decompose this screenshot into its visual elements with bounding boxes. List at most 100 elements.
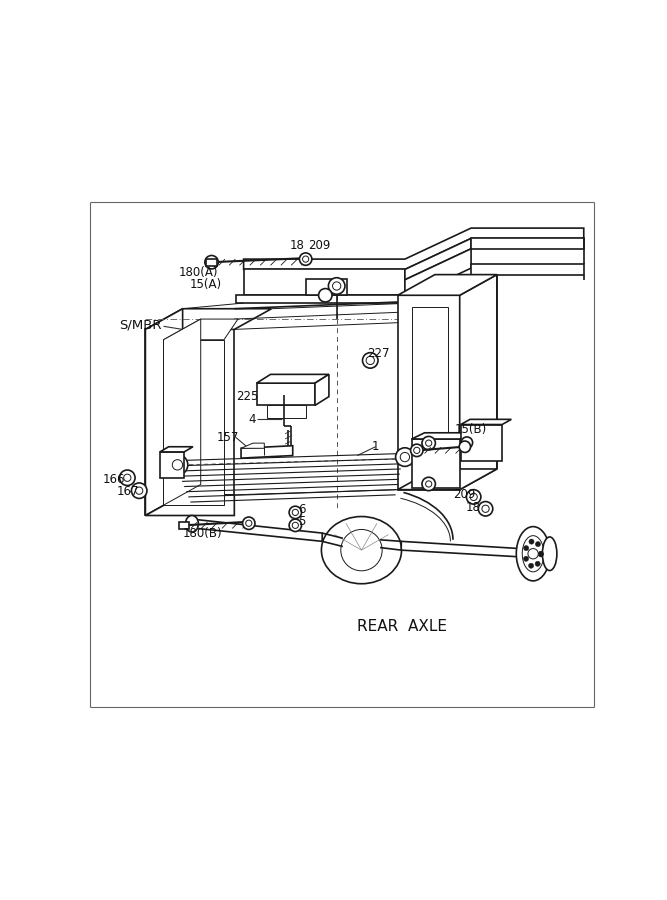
Polygon shape [405, 248, 471, 306]
Circle shape [366, 356, 374, 365]
Polygon shape [305, 279, 347, 295]
Polygon shape [412, 433, 473, 439]
Circle shape [462, 436, 473, 448]
Text: 1: 1 [372, 440, 380, 454]
Polygon shape [398, 469, 497, 490]
Text: 166: 166 [103, 472, 125, 486]
Polygon shape [243, 269, 405, 295]
Polygon shape [398, 295, 460, 490]
Circle shape [426, 440, 432, 446]
Circle shape [123, 474, 131, 482]
Ellipse shape [542, 537, 557, 571]
Circle shape [292, 522, 298, 528]
Polygon shape [145, 309, 183, 516]
Polygon shape [267, 405, 305, 418]
Circle shape [478, 501, 493, 516]
Text: 167: 167 [117, 485, 139, 499]
Polygon shape [398, 274, 497, 295]
Polygon shape [160, 452, 184, 478]
Text: 5: 5 [298, 515, 305, 528]
Text: 6: 6 [298, 503, 305, 517]
Circle shape [538, 551, 544, 556]
Text: 15(B): 15(B) [454, 423, 487, 436]
Circle shape [363, 353, 378, 368]
Text: 209: 209 [453, 488, 476, 500]
Circle shape [528, 563, 534, 568]
Polygon shape [461, 425, 502, 461]
Polygon shape [163, 339, 224, 505]
Circle shape [414, 447, 420, 454]
Polygon shape [145, 495, 234, 516]
Text: 180(A): 180(A) [179, 266, 219, 279]
Text: 157: 157 [217, 431, 239, 444]
Circle shape [535, 562, 540, 566]
Text: 15(A): 15(A) [189, 278, 221, 292]
Polygon shape [471, 265, 584, 274]
Ellipse shape [516, 526, 550, 580]
Polygon shape [461, 419, 512, 425]
Circle shape [299, 253, 312, 266]
Polygon shape [257, 383, 315, 405]
Polygon shape [163, 320, 238, 339]
Circle shape [205, 256, 218, 269]
Ellipse shape [185, 516, 198, 532]
Polygon shape [236, 295, 413, 303]
Polygon shape [192, 519, 322, 541]
Polygon shape [315, 374, 329, 405]
Ellipse shape [321, 517, 402, 584]
Text: S/MBR: S/MBR [119, 319, 162, 332]
Text: REAR  AXLE: REAR AXLE [358, 618, 448, 634]
Circle shape [135, 487, 143, 494]
Circle shape [536, 542, 540, 546]
Circle shape [529, 539, 534, 544]
Circle shape [289, 506, 301, 518]
Ellipse shape [341, 529, 382, 571]
Polygon shape [241, 443, 264, 448]
Polygon shape [471, 238, 584, 248]
Polygon shape [405, 238, 471, 280]
Polygon shape [163, 320, 201, 505]
Circle shape [426, 481, 432, 487]
Polygon shape [412, 307, 448, 478]
Polygon shape [206, 258, 217, 265]
Circle shape [131, 483, 147, 499]
Polygon shape [243, 228, 584, 269]
Circle shape [466, 490, 481, 504]
Circle shape [319, 289, 332, 302]
Polygon shape [145, 329, 234, 516]
Circle shape [411, 445, 423, 456]
Polygon shape [412, 439, 460, 488]
Circle shape [333, 282, 341, 290]
Polygon shape [257, 374, 329, 383]
Circle shape [172, 460, 183, 470]
Circle shape [400, 453, 410, 462]
Circle shape [538, 552, 544, 557]
Text: 209: 209 [308, 238, 331, 252]
Circle shape [528, 549, 538, 559]
Circle shape [328, 278, 345, 294]
Circle shape [470, 493, 478, 500]
Circle shape [396, 448, 414, 466]
Circle shape [119, 470, 135, 485]
Circle shape [292, 509, 298, 516]
Circle shape [289, 519, 301, 532]
Polygon shape [145, 309, 271, 329]
Circle shape [524, 545, 529, 551]
Polygon shape [179, 522, 189, 529]
Polygon shape [241, 446, 293, 458]
Polygon shape [460, 274, 497, 490]
Circle shape [303, 256, 309, 262]
Circle shape [422, 436, 436, 450]
Text: 227: 227 [367, 347, 389, 360]
Polygon shape [160, 446, 193, 452]
Text: 4: 4 [249, 413, 256, 426]
Ellipse shape [522, 536, 544, 572]
Text: 225: 225 [236, 390, 258, 403]
Circle shape [167, 454, 188, 475]
Polygon shape [413, 265, 480, 303]
Text: 18: 18 [466, 500, 481, 514]
Text: 180(B): 180(B) [183, 526, 222, 540]
Polygon shape [402, 541, 520, 557]
Circle shape [482, 505, 489, 512]
Circle shape [243, 517, 255, 529]
